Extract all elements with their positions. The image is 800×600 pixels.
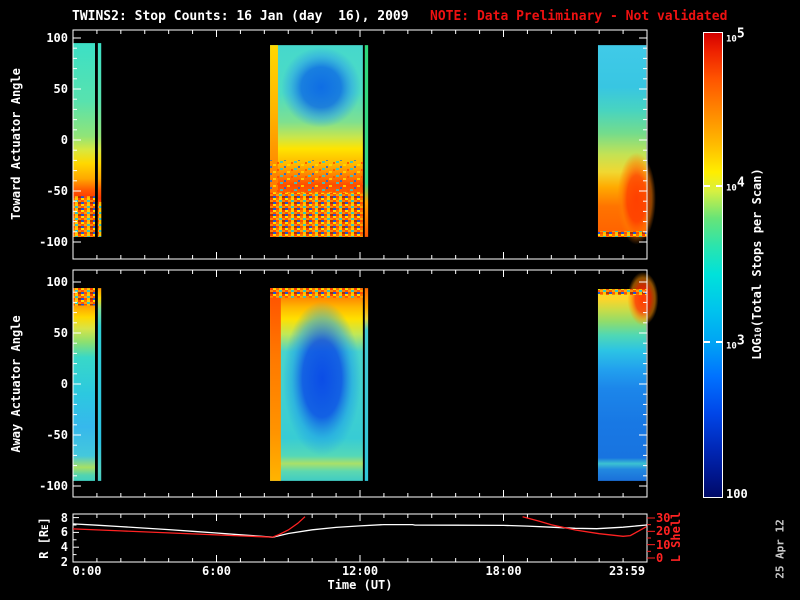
lshell-axis-label: L Shell <box>669 511 683 563</box>
toward-ytick-label: -100 <box>39 235 68 249</box>
x-tick-label: 23:59 <box>608 564 646 578</box>
colorbar-title-rest: (Total Stops per Scan) <box>750 168 764 328</box>
lshell-tick-label: 20 <box>656 524 671 539</box>
r-line <box>72 523 647 538</box>
lshell-tick-label: 10 <box>656 537 671 552</box>
colorbar-label-min: 100 <box>726 487 748 501</box>
x-axis-label: Time (UT) <box>327 578 393 592</box>
r-axis-label: R [RE] <box>37 517 51 559</box>
away-ytick-label: -50 <box>46 428 68 442</box>
colorbar-1e4-base: 10 <box>726 183 737 194</box>
colorbar-title-subscript: 10 <box>754 327 764 339</box>
orbit-panel-frame <box>72 513 648 563</box>
lshell-ticks <box>647 517 655 559</box>
lshell-line <box>72 516 306 538</box>
toward-ytick-label: 0 <box>60 133 68 147</box>
colorbar-1e3-base: 10 <box>726 341 737 352</box>
plot-title: TWINS2: Stop Counts: 16 Jan (day 16), 20… <box>72 9 409 24</box>
toward-heatmap <box>73 43 656 245</box>
r-ytick-label: 4 <box>60 540 68 555</box>
toward-ytick-label: 50 <box>53 82 68 96</box>
colorbar-axis-label: LOG10(Total Stops per Scan) <box>750 168 764 359</box>
toward-ytick-label: -50 <box>46 184 68 198</box>
away-ytick-label: 100 <box>46 275 68 289</box>
colorbar-1e5-base: 10 <box>726 34 737 45</box>
toward-ytick-label: 100 <box>46 31 68 45</box>
r-ytick-label: 2 <box>60 555 68 569</box>
r-axis-label-subscript: E <box>41 524 51 530</box>
colorbar-title-log: LOG <box>750 338 764 360</box>
away-heatmap <box>73 271 659 481</box>
colorbar-label-1e4: 104 <box>726 176 745 195</box>
lshell-line <box>522 516 647 537</box>
x-tick-label: 6:00 <box>202 564 231 578</box>
colorbar-tick-1e4 <box>704 185 722 187</box>
away-axis-label: Away Actuator Angle <box>9 315 23 453</box>
colorbar-tick-1e3 <box>704 341 722 343</box>
x-tick-label: 0:00 <box>72 564 102 578</box>
lshell-tick-label: 0 <box>656 551 664 565</box>
toward-axis-label: Toward Actuator Angle <box>9 68 23 220</box>
colorbar-1e3-exponent: 3 <box>736 333 745 349</box>
plot-note: NOTE: Data Preliminary - Not validated <box>430 9 728 24</box>
away-ytick-label: 50 <box>53 326 68 340</box>
axis-ticks <box>72 30 648 563</box>
colorbar-label-1e3: 103 <box>726 334 745 353</box>
colorbar-1e4-exponent: 4 <box>736 175 745 191</box>
r-axis-label-close: ] <box>37 517 51 525</box>
r-ytick-label: 6 <box>60 525 68 540</box>
colorbar <box>703 32 723 498</box>
x-tick-label: 18:00 <box>485 564 522 578</box>
r-axis-label-text: R [R <box>37 529 51 559</box>
colorbar-label-1e5: 105 <box>726 27 745 46</box>
away-ytick-label: 0 <box>60 377 68 391</box>
away-ytick-label: -100 <box>39 479 68 493</box>
lshell-tick-label: 30 <box>656 511 671 525</box>
colorbar-1e5-exponent: 5 <box>736 26 745 42</box>
date-stamp: 25 Apr 12 <box>773 519 787 579</box>
r-ytick-label: 8 <box>60 510 68 525</box>
x-tick-label: 12:00 <box>341 564 379 578</box>
